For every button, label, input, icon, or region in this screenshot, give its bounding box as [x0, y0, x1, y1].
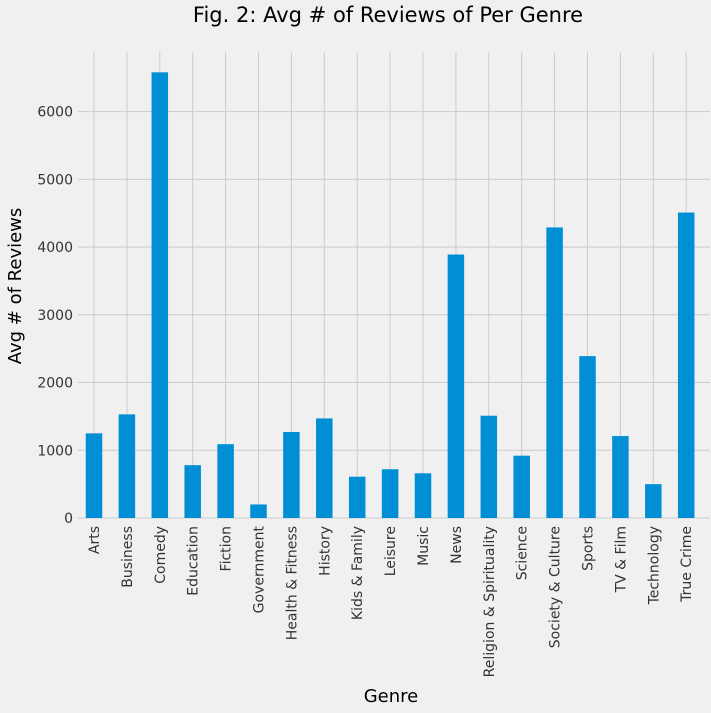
bar — [612, 436, 629, 518]
x-tick-labels: Arts Business Comedy Education Fiction Govern… — [87, 525, 695, 677]
x-tick-label: Religion & Spirituality — [482, 526, 498, 677]
bar — [151, 72, 169, 519]
x-tick-label: Fiction — [219, 526, 235, 571]
bar-layer — [85, 72, 695, 519]
x-tick-label: Music — [416, 526, 432, 566]
bar — [677, 212, 695, 518]
chart-title: Fig. 2: Avg # of Reviews of Per Genre — [193, 3, 583, 27]
bar — [217, 444, 234, 518]
x-tick-label: News — [449, 526, 465, 564]
bar — [480, 415, 498, 518]
bar — [546, 227, 563, 519]
y-tick-label: 3000 — [37, 308, 73, 324]
y-tick-labels: 0 1000 2000 3000 4000 5000 6000 — [37, 105, 73, 527]
x-tick-label: Leisure — [383, 526, 399, 576]
bar — [645, 484, 662, 518]
bar — [184, 465, 201, 518]
x-tick-label: Society & Culture — [548, 526, 564, 648]
x-tick-label: History — [317, 526, 333, 576]
x-tick-label: Kids & Family — [350, 526, 366, 620]
bar — [381, 469, 399, 518]
x-tick-label: Arts — [87, 526, 103, 554]
y-tick-label: 4000 — [37, 240, 73, 256]
bar — [579, 356, 596, 518]
y-axis-label: Avg # of Reviews — [5, 208, 26, 365]
x-tick-label: Comedy — [153, 526, 169, 584]
x-tick-label: Technology — [646, 526, 662, 605]
x-tick-label: Health & Fitness — [284, 526, 300, 640]
y-tick-label: 2000 — [37, 376, 73, 392]
bar — [118, 414, 136, 518]
bar — [348, 476, 366, 518]
x-axis-label: Genre — [364, 686, 419, 707]
y-tick-label: 6000 — [37, 105, 73, 121]
bar — [447, 254, 465, 518]
bar — [85, 433, 103, 518]
x-tick-label: Business — [120, 526, 136, 588]
x-tick-label: Education — [186, 526, 202, 596]
x-tick-label: Science — [515, 526, 531, 580]
y-tick-label: 5000 — [37, 172, 73, 188]
plot-background — [78, 52, 710, 518]
bar — [414, 473, 432, 518]
y-tick-label: 0 — [64, 511, 73, 527]
bar — [316, 418, 333, 518]
bar — [283, 431, 300, 518]
x-tick-label: Sports — [581, 526, 597, 571]
bar — [513, 455, 530, 518]
x-tick-label: Government — [252, 525, 268, 613]
x-tick-label: TV & Film — [613, 526, 629, 593]
bar — [250, 504, 267, 518]
x-tick-label: True Crime — [679, 526, 695, 603]
y-tick-label: 1000 — [37, 443, 73, 459]
